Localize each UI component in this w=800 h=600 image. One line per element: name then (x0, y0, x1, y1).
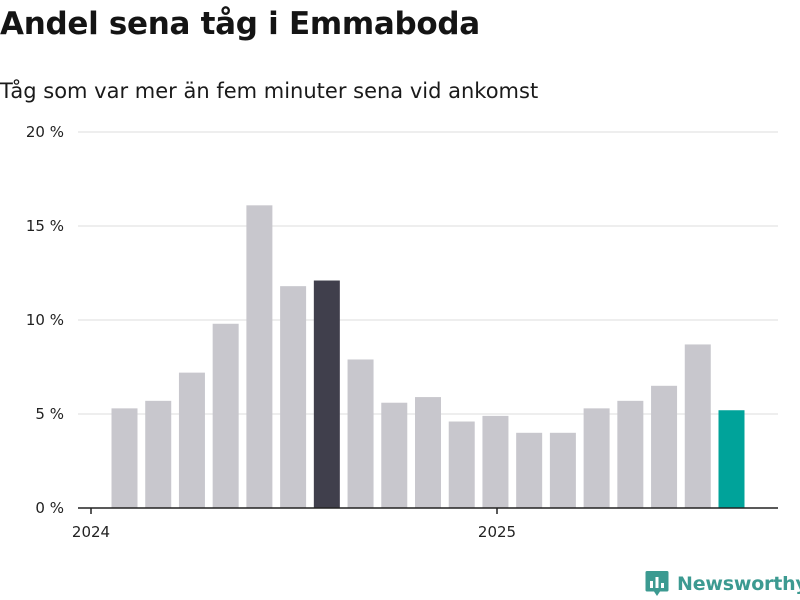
newsworthy-logo-text: Newsworthy (677, 573, 800, 595)
bar (516, 432, 543, 508)
bar (280, 286, 307, 508)
chart-subtitle: Tåg som var mer än fem minuter sena vid … (0, 79, 539, 103)
bar (347, 359, 374, 508)
bars (111, 205, 745, 508)
bar (313, 280, 340, 508)
bar (583, 408, 610, 508)
bar (617, 400, 644, 508)
y-axis-tick-labels: 0 % 5 % 10 % 15 % 20 % (26, 123, 64, 517)
bar (145, 400, 172, 508)
y-tick-label: 10 % (26, 311, 64, 329)
x-tick-label: 2025 (478, 523, 516, 541)
y-tick-label: 20 % (26, 123, 64, 141)
bar (482, 415, 509, 508)
bar-chart: 0 % 5 % 10 % 15 % 20 % 2024 2025 (26, 123, 778, 541)
newsworthy-logo: Newsworthy (645, 569, 800, 599)
gridlines (78, 131, 778, 415)
newsworthy-logo-icon (645, 571, 669, 596)
bar (684, 344, 711, 508)
x-tick-label: 2024 (72, 523, 110, 541)
bar (549, 432, 576, 508)
bar (111, 408, 138, 508)
y-tick-label: 15 % (26, 217, 64, 235)
bar (415, 397, 441, 508)
bar (212, 323, 239, 508)
bar (381, 402, 408, 508)
y-tick-label: 5 % (35, 405, 64, 423)
bar (246, 205, 273, 508)
bar (718, 410, 745, 508)
chart-title: Andel sena tåg i Emmaboda (0, 6, 480, 42)
bar (178, 372, 205, 508)
x-axis-tick-labels: 2024 2025 (72, 523, 516, 541)
y-tick-label: 0 % (35, 499, 64, 517)
bar (651, 385, 678, 508)
bar (448, 421, 475, 508)
x-axis (78, 507, 778, 514)
